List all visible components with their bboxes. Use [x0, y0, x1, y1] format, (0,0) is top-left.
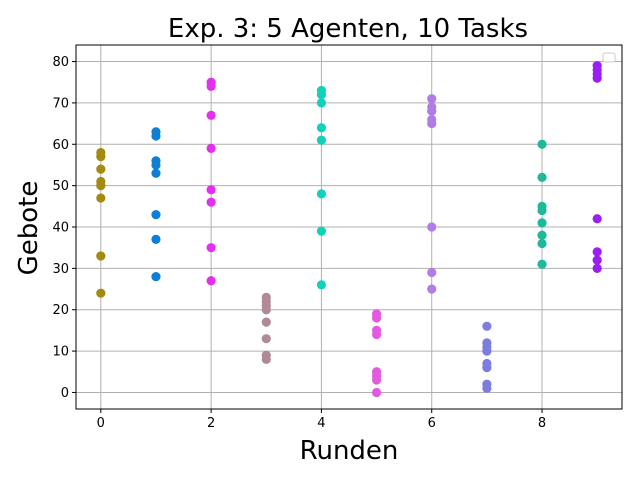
data-point: [482, 321, 492, 331]
data-point: [482, 363, 492, 373]
x-axis-label: Runden: [300, 436, 399, 466]
x-tick-label: 0: [97, 416, 105, 431]
data-point: [151, 160, 161, 170]
y-tick-label: 10: [52, 345, 69, 360]
data-point: [592, 263, 602, 273]
y-tick-label: 20: [52, 303, 69, 318]
x-tick-label: 2: [207, 416, 215, 431]
data-point: [316, 135, 327, 145]
data-point: [96, 181, 106, 191]
data-point: [316, 123, 327, 133]
data-point: [482, 346, 492, 356]
data-point: [206, 276, 216, 286]
data-point: [537, 172, 547, 182]
y-tick-label: 30: [52, 262, 69, 277]
data-point: [261, 317, 271, 327]
data-point: [96, 152, 106, 162]
y-tick-label: 80: [52, 55, 69, 70]
data-point: [371, 375, 382, 385]
chart-title: Exp. 3: 5 Agenten, 10 Tasks: [168, 14, 528, 44]
data-point: [261, 334, 271, 344]
data-point: [427, 284, 437, 294]
x-tick-label: 4: [317, 416, 325, 431]
data-point: [206, 143, 216, 154]
data-point: [427, 118, 437, 129]
data-point: [206, 197, 216, 207]
y-tick-label: 70: [52, 96, 69, 111]
data-point: [537, 205, 547, 216]
data-point: [537, 218, 547, 228]
data-point: [206, 110, 216, 120]
y-axis-label: Gebote: [14, 181, 44, 276]
data-point: [482, 383, 492, 393]
data-point: [427, 222, 437, 232]
data-point: [316, 189, 327, 199]
data-point: [316, 226, 327, 236]
data-point: [96, 164, 106, 174]
data-point: [206, 81, 216, 91]
data-point: [96, 288, 106, 298]
data-point: [371, 313, 382, 323]
data-point: [151, 209, 161, 220]
y-tick-label: 0: [61, 386, 69, 401]
data-point: [537, 259, 547, 269]
data-point: [316, 98, 327, 108]
data-point: [316, 90, 327, 100]
data-point: [592, 255, 602, 265]
data-point: [427, 106, 437, 116]
points-layer: [96, 61, 602, 398]
data-point: [261, 305, 271, 315]
data-point: [151, 272, 161, 282]
data-point: [427, 267, 437, 278]
data-point: [261, 354, 271, 364]
data-point: [592, 73, 602, 83]
data-point: [371, 329, 382, 340]
x-tick-label: 8: [538, 416, 546, 431]
y-tick-label: 60: [52, 138, 69, 153]
data-point: [316, 280, 327, 290]
data-point: [96, 193, 106, 203]
data-point: [537, 230, 547, 240]
data-point: [151, 131, 161, 141]
data-point: [537, 139, 547, 149]
data-point: [427, 94, 437, 104]
data-point: [371, 387, 382, 398]
data-point: [151, 234, 161, 245]
data-point: [206, 185, 216, 195]
y-tick-label: 40: [52, 221, 69, 236]
data-point: [592, 247, 602, 257]
legend-box: [602, 52, 616, 63]
data-point: [96, 251, 106, 261]
data-point: [592, 214, 602, 224]
data-point: [206, 243, 216, 253]
x-tick-label: 6: [428, 416, 436, 431]
data-point: [537, 238, 547, 249]
y-tick-label: 50: [52, 179, 69, 194]
data-point: [151, 168, 161, 178]
